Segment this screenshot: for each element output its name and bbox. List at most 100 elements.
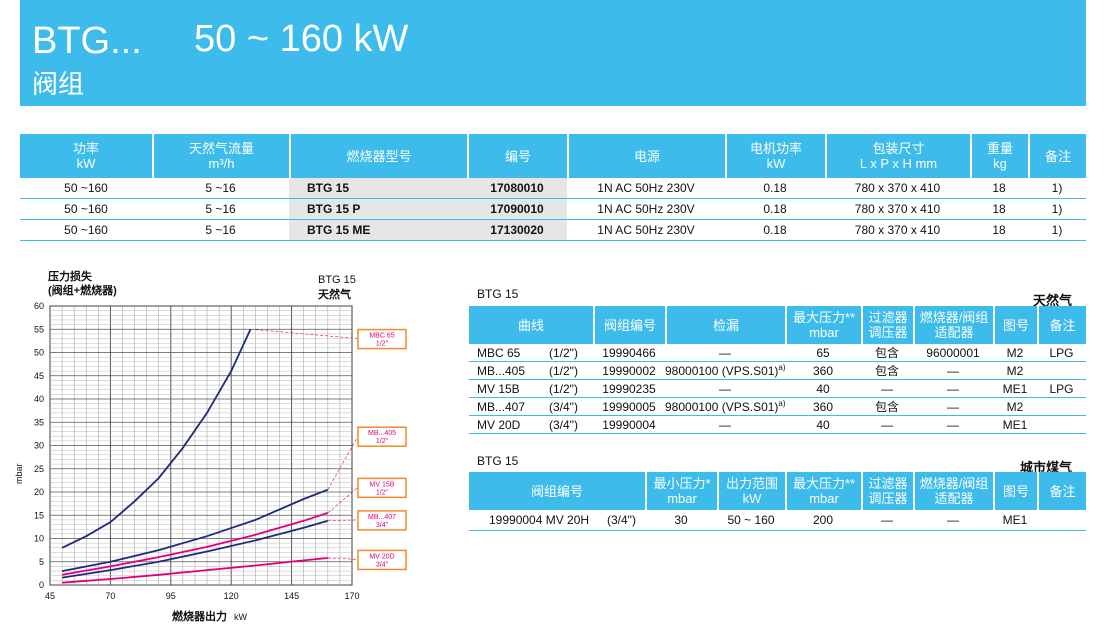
curve-name: MBC 65 bbox=[477, 345, 521, 360]
series-label-leader bbox=[327, 519, 359, 522]
connection-size: (3/4") bbox=[549, 399, 578, 414]
fig-cell: ME1 bbox=[993, 510, 1037, 531]
column-header: 天然气流量 m³/h bbox=[152, 134, 289, 178]
table-header-row: 阀组编号 最小压力* mbar 出力范围 kW 最大压力** mbar 过滤器 调压器 燃烧器/阀… bbox=[469, 472, 1086, 510]
filter-cell: 包含 bbox=[861, 398, 913, 416]
column-header-line2: L x P x H mm bbox=[859, 156, 938, 171]
column-header-line1: 备注 bbox=[1044, 148, 1071, 164]
table-row: MV 20D (3/4") 19990004—40— — ME1 bbox=[469, 416, 1086, 434]
column-header-line1: 图号 bbox=[1002, 483, 1029, 499]
y-tick-label: 20 bbox=[34, 487, 44, 497]
table-cell: 1) bbox=[1028, 199, 1086, 220]
y-tick-label: 25 bbox=[34, 464, 44, 474]
table-cell: 780 x 370 x 410 bbox=[825, 220, 970, 241]
table-row: MBC 65 (1/2") 19990466 — 65 包含 96000001 M2 LPG bbox=[469, 344, 1086, 362]
series-label-box bbox=[357, 426, 407, 447]
y-tick-label: 45 bbox=[34, 371, 44, 381]
curve-cell: MV 15B (1/2") bbox=[469, 380, 593, 398]
column-header-line1: 燃烧器/阀组 bbox=[919, 310, 989, 325]
pmax-cell: 65 bbox=[785, 344, 861, 362]
x-axis-label: 燃烧器出力 bbox=[171, 609, 227, 623]
leak-check-value: 98000100 (VPS.S01) bbox=[665, 400, 779, 414]
y-tick-label: 10 bbox=[34, 534, 44, 544]
tg-table-burner: BTG 15 bbox=[477, 454, 519, 468]
column-header-line1: 燃烧器型号 bbox=[346, 148, 412, 164]
leak-check-footnote: a) bbox=[778, 363, 786, 372]
table-cell: 1) bbox=[1028, 220, 1086, 241]
y-tick-label: 55 bbox=[34, 324, 44, 334]
table-cell: 0.18 bbox=[725, 199, 825, 220]
column-header-line1: 功率 bbox=[72, 141, 99, 156]
valve-code: 19990004 MV 20H bbox=[489, 513, 590, 527]
column-header-line1: 图号 bbox=[1002, 317, 1029, 333]
column-header-line1: 过滤器 bbox=[868, 310, 908, 325]
series-line bbox=[61, 488, 329, 572]
column-header: 过滤器 调压器 bbox=[861, 306, 913, 344]
y-tick-label: 30 bbox=[34, 441, 44, 451]
adapter-cell: — bbox=[913, 416, 993, 434]
pmax-cell: 200 bbox=[785, 510, 861, 531]
filter-cell: 包含 bbox=[861, 344, 913, 362]
series-label-name: MV 20D bbox=[369, 553, 394, 560]
valve-code-cell: 19990005 bbox=[593, 398, 665, 416]
column-header: 曲线 bbox=[469, 306, 593, 344]
series-label-size: 1/2" bbox=[376, 438, 389, 445]
table-cell: BTG 15 P bbox=[289, 199, 467, 220]
table-row: 50 ~160 5 ~16 BTG 15 P 17090010 1N AC 50Hz 2… bbox=[20, 199, 1086, 220]
connection-size: (3/4") bbox=[549, 417, 578, 432]
table-header-row: 曲线 阀组编号 检漏 最大压力** mbar 过滤器 调压器 燃烧器/阀组 适配器 图号 备注 bbox=[469, 306, 1086, 344]
ng-table-gas: 天然气 bbox=[1033, 293, 1073, 308]
x-tick-label: 145 bbox=[284, 591, 299, 601]
y-tick-label: 60 bbox=[34, 301, 44, 311]
table-header-row: 功率 kW 天然气流量 m³/h 燃烧器型号 编号 电源 电机功率 kW 包装尺寸 L x P x … bbox=[20, 134, 1086, 178]
column-header-line2: mbar bbox=[667, 491, 697, 506]
column-header: 备注 bbox=[1037, 306, 1086, 344]
column-header: 出力范围 kW bbox=[717, 472, 785, 510]
filter-cell: 包含 bbox=[861, 362, 913, 380]
column-header: 编号 bbox=[467, 134, 567, 178]
filter-cell: — bbox=[861, 380, 913, 398]
fig-cell: M2 bbox=[993, 398, 1037, 416]
ng-table-burner: BTG 15 bbox=[477, 287, 519, 301]
table-cell: 18 bbox=[970, 199, 1028, 220]
chart-grid bbox=[49, 305, 353, 586]
y-tick-label: 40 bbox=[34, 394, 44, 404]
series-label-name: MB...407 bbox=[368, 514, 396, 521]
table-cell: 1) bbox=[1028, 178, 1086, 199]
town-gas-valve-table: 阀组编号 最小压力* mbar 出力范围 kW 最大压力** mbar 过滤器 调压器 燃烧器/阀… bbox=[469, 472, 1086, 531]
column-header-line1: 燃烧器/阀组 bbox=[919, 476, 989, 491]
series-line bbox=[61, 328, 252, 549]
series-label-leader bbox=[327, 557, 359, 560]
pmax-cell: 40 bbox=[785, 416, 861, 434]
x-tick-label: 120 bbox=[224, 591, 239, 601]
leak-check-footnote: a) bbox=[778, 399, 786, 408]
valve-code-cell: 19990004 MV 20H (3/4") bbox=[469, 510, 645, 531]
column-header-line1: 电源 bbox=[633, 148, 660, 164]
column-header: 燃烧器/阀组 适配器 bbox=[913, 472, 993, 510]
adapter-cell: — bbox=[913, 380, 993, 398]
header-banner: BTG... 50 ~ 160 kW 阀组 bbox=[20, 0, 1086, 106]
table-row: 19990004 MV 20H (3/4") 30 50 ~ 160 200— — ME1 bbox=[469, 510, 1086, 531]
column-header: 功率 kW bbox=[20, 134, 152, 178]
table-cell: 18 bbox=[970, 220, 1028, 241]
range-cell: 50 ~ 160 bbox=[717, 510, 785, 531]
column-header-line2: 适配器 bbox=[934, 491, 974, 506]
connection-size: (1/2") bbox=[549, 345, 578, 360]
leak-check-cell: 98000100 (VPS.S01)a) bbox=[665, 398, 786, 416]
x-tick-label: 45 bbox=[45, 591, 55, 601]
column-header-line2: kW bbox=[766, 156, 786, 171]
series-line bbox=[62, 557, 328, 584]
x-tick-label: 70 bbox=[105, 591, 115, 601]
burner-spec-table: 功率 kW 天然气流量 m³/h 燃烧器型号 编号 电源 电机功率 kW 包装尺寸 L x P x … bbox=[20, 134, 1086, 241]
y-tick-label: 35 bbox=[34, 417, 44, 427]
note-cell: LPG bbox=[1037, 344, 1086, 362]
note-cell bbox=[1037, 362, 1086, 380]
column-header-line1: 阀组编号 bbox=[530, 483, 583, 499]
series-label-name: MBC 65 bbox=[369, 333, 394, 340]
column-header-line1: 电机功率 bbox=[749, 141, 802, 156]
table-cell: 18 bbox=[970, 178, 1028, 199]
curve-cell: MB...405 (1/2") bbox=[469, 362, 593, 380]
table-cell: 1N AC 50Hz 230V bbox=[567, 220, 725, 241]
x-tick-label: 95 bbox=[166, 591, 176, 601]
